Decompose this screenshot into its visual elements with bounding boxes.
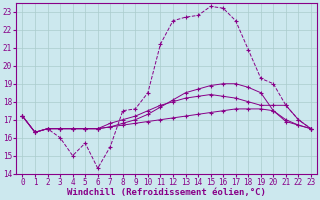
- X-axis label: Windchill (Refroidissement éolien,°C): Windchill (Refroidissement éolien,°C): [67, 188, 266, 197]
